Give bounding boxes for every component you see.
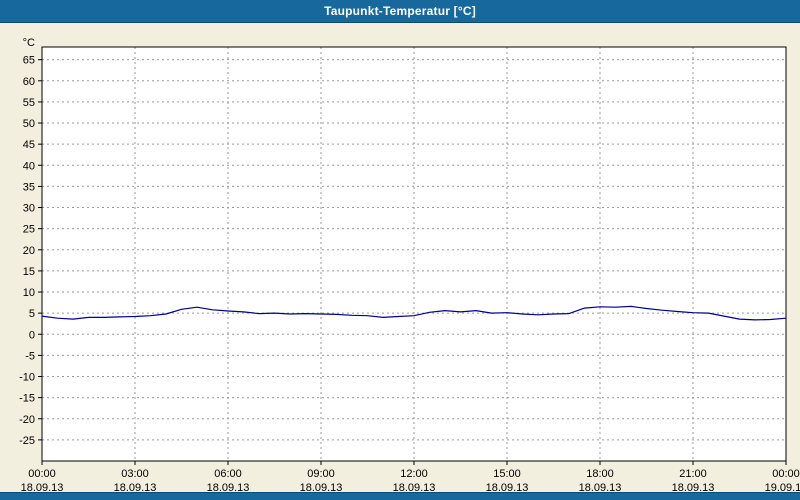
svg-text:18.09.13: 18.09.13 [21,482,64,492]
chart-area: -25 -20 -15 -10 -5 0 5 10 15 20 25 30 35 40 45 50 55 60 65… [0,23,800,492]
svg-text:35: 35 [23,181,35,193]
svg-text:18.09.13: 18.09.13 [486,482,529,492]
svg-text:-20: -20 [19,414,35,426]
svg-text:10: 10 [23,287,35,299]
svg-text:03:00: 03:00 [121,468,149,480]
svg-text:18.09.13: 18.09.13 [300,482,343,492]
axis-labels-layer: -25 -20 -15 -10 -5 0 5 10 15 20 25 30 35 40 45 50 55 60 65… [19,37,800,492]
svg-text:21:00: 21:00 [679,468,707,480]
axis-layer [38,46,787,465]
svg-text:60: 60 [23,76,35,88]
svg-text:19.09.13: 19.09.13 [765,482,800,492]
plot-frame [41,46,787,462]
svg-text:18.09.13: 18.09.13 [393,482,436,492]
svg-text:00:00: 00:00 [28,468,56,480]
y-axis-unit-label: °C [23,37,35,49]
svg-text:18.09.13: 18.09.13 [579,482,622,492]
svg-text:30: 30 [23,203,35,215]
svg-text:65: 65 [23,55,35,67]
svg-text:06:00: 06:00 [214,468,242,480]
svg-text:18.09.13: 18.09.13 [207,482,250,492]
svg-text:00:00: 00:00 [772,468,800,480]
svg-text:-5: -5 [25,350,35,362]
grid-layer [42,47,786,461]
series-line [41,305,787,321]
svg-text:50: 50 [23,118,35,130]
svg-text:15:00: 15:00 [493,468,521,480]
svg-text:40: 40 [23,160,35,172]
bottom-status-strip [0,492,800,500]
svg-text:-15: -15 [19,393,35,405]
svg-text:-10: -10 [19,372,35,384]
svg-text:12:00: 12:00 [400,468,428,480]
svg-text:25: 25 [23,224,35,236]
window-title-bar[interactable]: Taupunkt-Temperatur [°C] [0,0,800,23]
svg-text:55: 55 [23,97,35,109]
svg-text:18.09.13: 18.09.13 [114,482,157,492]
svg-text:0: 0 [29,329,35,341]
svg-text:5: 5 [29,308,35,320]
svg-text:18:00: 18:00 [586,468,614,480]
svg-text:20: 20 [23,245,35,257]
chart-canvas: -25 -20 -15 -10 -5 0 5 10 15 20 25 30 35 40 45 50 55 60 65… [19,37,800,492]
svg-text:09:00: 09:00 [307,468,335,480]
window-title: Taupunkt-Temperatur [°C] [324,4,476,18]
svg-text:15: 15 [23,266,35,278]
svg-text:-25: -25 [19,435,35,447]
svg-text:18.09.13: 18.09.13 [672,482,715,492]
svg-text:45: 45 [23,139,35,151]
